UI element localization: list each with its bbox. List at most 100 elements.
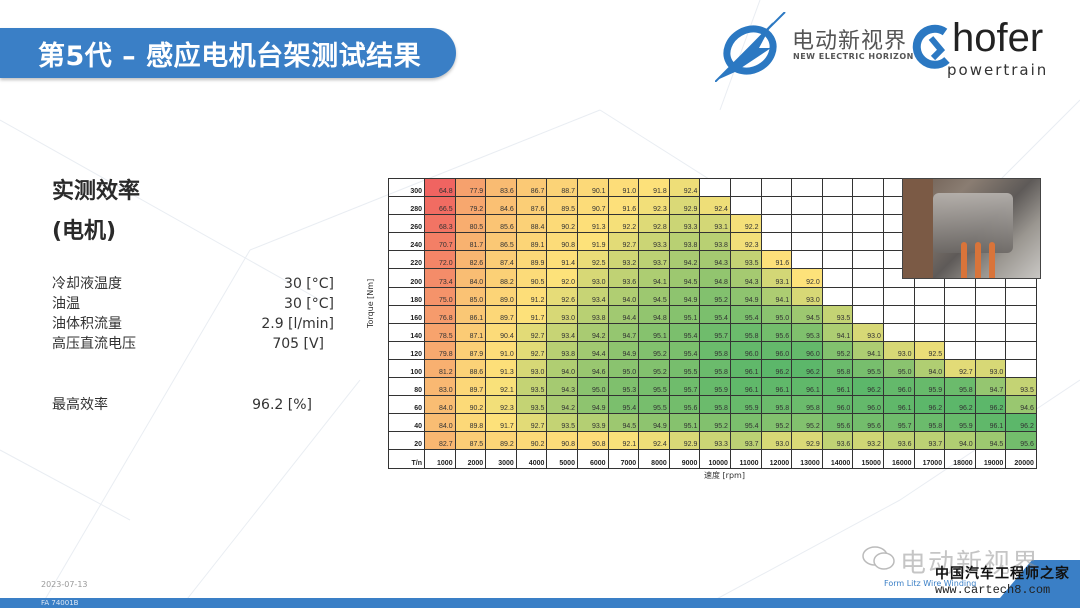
efficiency-cell: 93.9 bbox=[576, 413, 609, 433]
efficiency-cell: 84.6 bbox=[485, 196, 517, 216]
efficiency-cell: 95.7 bbox=[699, 322, 731, 342]
speed-tick: 2000 bbox=[454, 449, 487, 470]
efficiency-cell: 96.0 bbox=[760, 340, 793, 360]
table-row: 40 84.0 89.8 91.7 92.7 93.5 93.9 94.5 94.9 95.1 95… bbox=[388, 413, 1037, 433]
efficiency-cell: 92.1 bbox=[485, 377, 517, 397]
efficiency-cell: 86.5 bbox=[485, 232, 517, 252]
efficiency-cell: 96.0 bbox=[852, 395, 884, 415]
efficiency-cell: 95.6 bbox=[821, 413, 854, 433]
efficiency-cell: 96.2 bbox=[913, 395, 946, 415]
speed-tick: 4000 bbox=[515, 449, 548, 470]
efficiency-cell: 94.5 bbox=[974, 431, 1007, 451]
efficiency-cell bbox=[852, 304, 884, 324]
efficiency-cell: 94.7 bbox=[974, 377, 1007, 397]
efficiency-cell: 95.6 bbox=[852, 413, 884, 433]
param-label: 高压直流电压 bbox=[52, 336, 136, 352]
efficiency-cell: 89.8 bbox=[454, 413, 487, 433]
efficiency-cell: 90.8 bbox=[576, 431, 609, 451]
efficiency-cell: 88.4 bbox=[515, 214, 548, 234]
photo-cable bbox=[961, 242, 967, 278]
table-row: 280 66.5 79.2 84.6 87.6 89.5 90.7 91.6 92.3 92.9 9… bbox=[388, 196, 1037, 216]
efficiency-cell bbox=[821, 177, 854, 198]
efficiency-cell: 92.2 bbox=[729, 214, 762, 234]
efficiency-cell: 92.7 bbox=[515, 413, 548, 433]
efficiency-cell: 64.8 bbox=[424, 177, 456, 198]
efficiency-cell: 93.7 bbox=[729, 431, 762, 451]
efficiency-cell: 94.1 bbox=[638, 268, 670, 288]
efficiency-cell: 92.7 bbox=[515, 340, 548, 360]
corner-label: T/n bbox=[388, 449, 425, 470]
efficiency-cell: 94.2 bbox=[576, 322, 609, 342]
efficiency-cell: 96.0 bbox=[791, 340, 823, 360]
test-bench-photo bbox=[902, 178, 1041, 279]
efficiency-cell: 94.9 bbox=[729, 286, 762, 306]
efficiency-cell: 95.2 bbox=[699, 413, 731, 433]
speed-tick: 5000 bbox=[546, 449, 578, 470]
efficiency-cell: 93.3 bbox=[699, 431, 731, 451]
efficiency-cell: 94.6 bbox=[576, 358, 609, 379]
efficiency-cell: 95.5 bbox=[638, 377, 670, 397]
efficiency-cell: 94.0 bbox=[546, 358, 578, 379]
slide-date: 2023-07-13 bbox=[41, 580, 88, 589]
efficiency-cell: 96.1 bbox=[729, 377, 762, 397]
efficiency-cell: 94.2 bbox=[668, 250, 701, 270]
torque-tick: 100 bbox=[388, 358, 425, 379]
efficiency-cell bbox=[821, 286, 854, 306]
efficiency-cell: 95.4 bbox=[607, 395, 640, 415]
efficiency-cell: 91.7 bbox=[485, 413, 517, 433]
efficiency-cell: 95.4 bbox=[729, 413, 762, 433]
torque-tick: 240 bbox=[388, 232, 425, 252]
efficiency-cell: 92.7 bbox=[515, 322, 548, 342]
efficiency-cell: 92.4 bbox=[638, 431, 670, 451]
photo-motor bbox=[933, 193, 1013, 253]
efficiency-cell bbox=[1005, 304, 1037, 324]
efficiency-cell: 94.3 bbox=[546, 377, 578, 397]
logo-hofer-sub: powertrain bbox=[947, 61, 1049, 79]
param-list: 冷却液温度 30 [°C] 油温 30 [°C] 油体积流量 2.9 [l/mi… bbox=[52, 274, 352, 415]
efficiency-cell: 95.8 bbox=[944, 377, 976, 397]
efficiency-cell: 96.1 bbox=[974, 413, 1007, 433]
efficiency-cell: 96.2 bbox=[791, 358, 823, 379]
efficiency-cell bbox=[821, 268, 854, 288]
efficiency-cell bbox=[791, 250, 823, 270]
efficiency-cell: 96.1 bbox=[821, 377, 854, 397]
watermark-site-cn: 中国汽车工程师之家 bbox=[935, 566, 1070, 582]
torque-tick: 160 bbox=[388, 304, 425, 324]
table-row: 120 79.8 87.9 91.0 92.7 93.8 94.4 94.9 95.2 95.4 9… bbox=[388, 340, 1037, 360]
efficiency-cell: 89.7 bbox=[454, 377, 487, 397]
efficiency-cell: 90.8 bbox=[546, 232, 578, 252]
torque-tick: 40 bbox=[388, 413, 425, 433]
efficiency-cell: 95.2 bbox=[760, 413, 793, 433]
efficiency-cell: 95.4 bbox=[668, 322, 701, 342]
table-row: 80 83.0 89.7 92.1 93.5 94.3 95.0 95.3 95.5 95.7 95… bbox=[388, 377, 1037, 397]
efficiency-cell: 95.5 bbox=[668, 358, 701, 379]
efficiency-cell bbox=[882, 286, 915, 306]
efficiency-cell: 95.2 bbox=[638, 358, 670, 379]
efficiency-cell bbox=[1005, 358, 1037, 379]
efficiency-cell: 83.6 bbox=[485, 177, 517, 198]
efficiency-cell bbox=[821, 214, 854, 234]
torque-tick: 260 bbox=[388, 214, 425, 234]
efficiency-cell: 95.6 bbox=[668, 395, 701, 415]
efficiency-cell: 95.0 bbox=[882, 358, 915, 379]
efficiency-cell: 92.2 bbox=[607, 214, 640, 234]
efficiency-cell: 92.4 bbox=[699, 196, 731, 216]
efficiency-cell: 87.5 bbox=[454, 431, 487, 451]
efficiency-cell: 95.0 bbox=[760, 304, 793, 324]
test-conditions-panel: 实测效率 (电机) 冷却液温度 30 [°C] 油温 30 [°C] 油体积流量… bbox=[52, 172, 352, 415]
speed-tick: 8000 bbox=[638, 449, 670, 470]
efficiency-cell: 96.2 bbox=[852, 377, 884, 397]
efficiency-cell: 92.7 bbox=[944, 358, 976, 379]
efficiency-cell: 93.0 bbox=[546, 304, 578, 324]
efficiency-cell bbox=[821, 232, 854, 252]
efficiency-cell: 93.5 bbox=[1005, 377, 1037, 397]
wechat-icon bbox=[862, 546, 895, 570]
efficiency-cell: 95.2 bbox=[791, 413, 823, 433]
efficiency-cell: 91.7 bbox=[515, 304, 548, 324]
efficiency-cell: 95.9 bbox=[944, 413, 976, 433]
param-row: 油体积流量 2.9 [l/min] bbox=[52, 314, 352, 334]
speed-tick: 18000 bbox=[944, 449, 976, 470]
efficiency-cell: 91.6 bbox=[607, 196, 640, 216]
efficiency-cell: 93.3 bbox=[638, 232, 670, 252]
efficiency-cell bbox=[852, 177, 884, 198]
